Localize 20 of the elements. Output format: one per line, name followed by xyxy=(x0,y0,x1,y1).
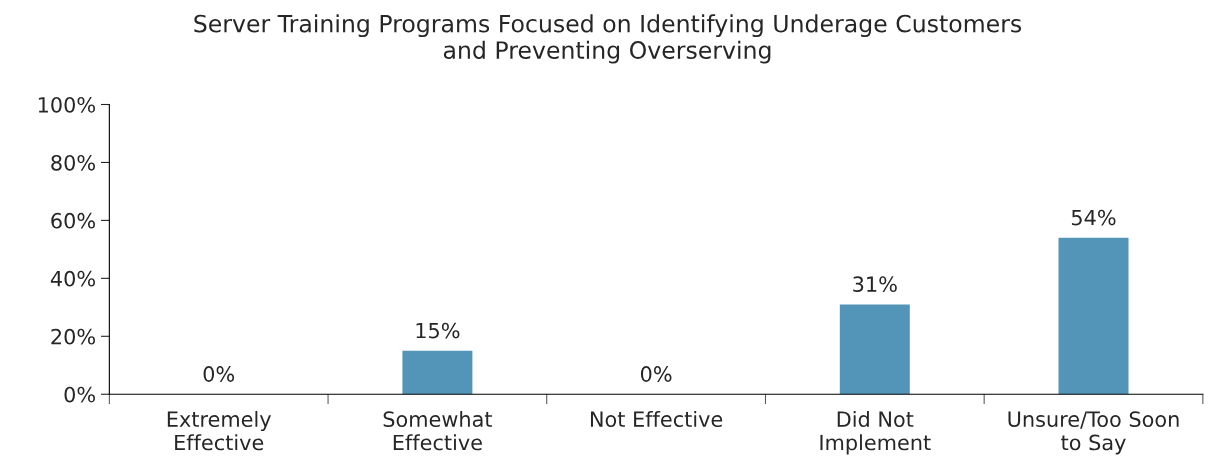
y-tick-label: 20% xyxy=(51,328,96,345)
bar xyxy=(839,304,910,395)
x-tick-label: Somewhat Effective xyxy=(383,410,493,451)
data-label: 0% xyxy=(640,366,672,382)
y-tick-label: 40% xyxy=(50,270,96,287)
y-tick-label: 80% xyxy=(51,154,96,171)
x-tick-label: Not Effective xyxy=(590,410,723,428)
y-tick-label: 100% xyxy=(38,96,96,113)
y-tick-label: 0% xyxy=(64,386,96,403)
x-tick-label: Unsure/Too Soon to Say xyxy=(1008,411,1179,455)
chart-title: Server Training Programs Focused on Identifying Underage Customers and Preventing Overserving xyxy=(194,14,1022,64)
data-label: 15% xyxy=(416,322,460,339)
data-label: 0% xyxy=(203,366,235,382)
x-tick-label: Extremely Effective xyxy=(167,410,271,451)
data-label: 54% xyxy=(1071,209,1116,226)
bar xyxy=(1058,237,1129,395)
x-tick-label: Did Not Implement xyxy=(820,410,931,455)
data-label: 31% xyxy=(853,276,897,293)
y-tick-label: 60% xyxy=(51,212,96,229)
bar xyxy=(402,350,473,395)
